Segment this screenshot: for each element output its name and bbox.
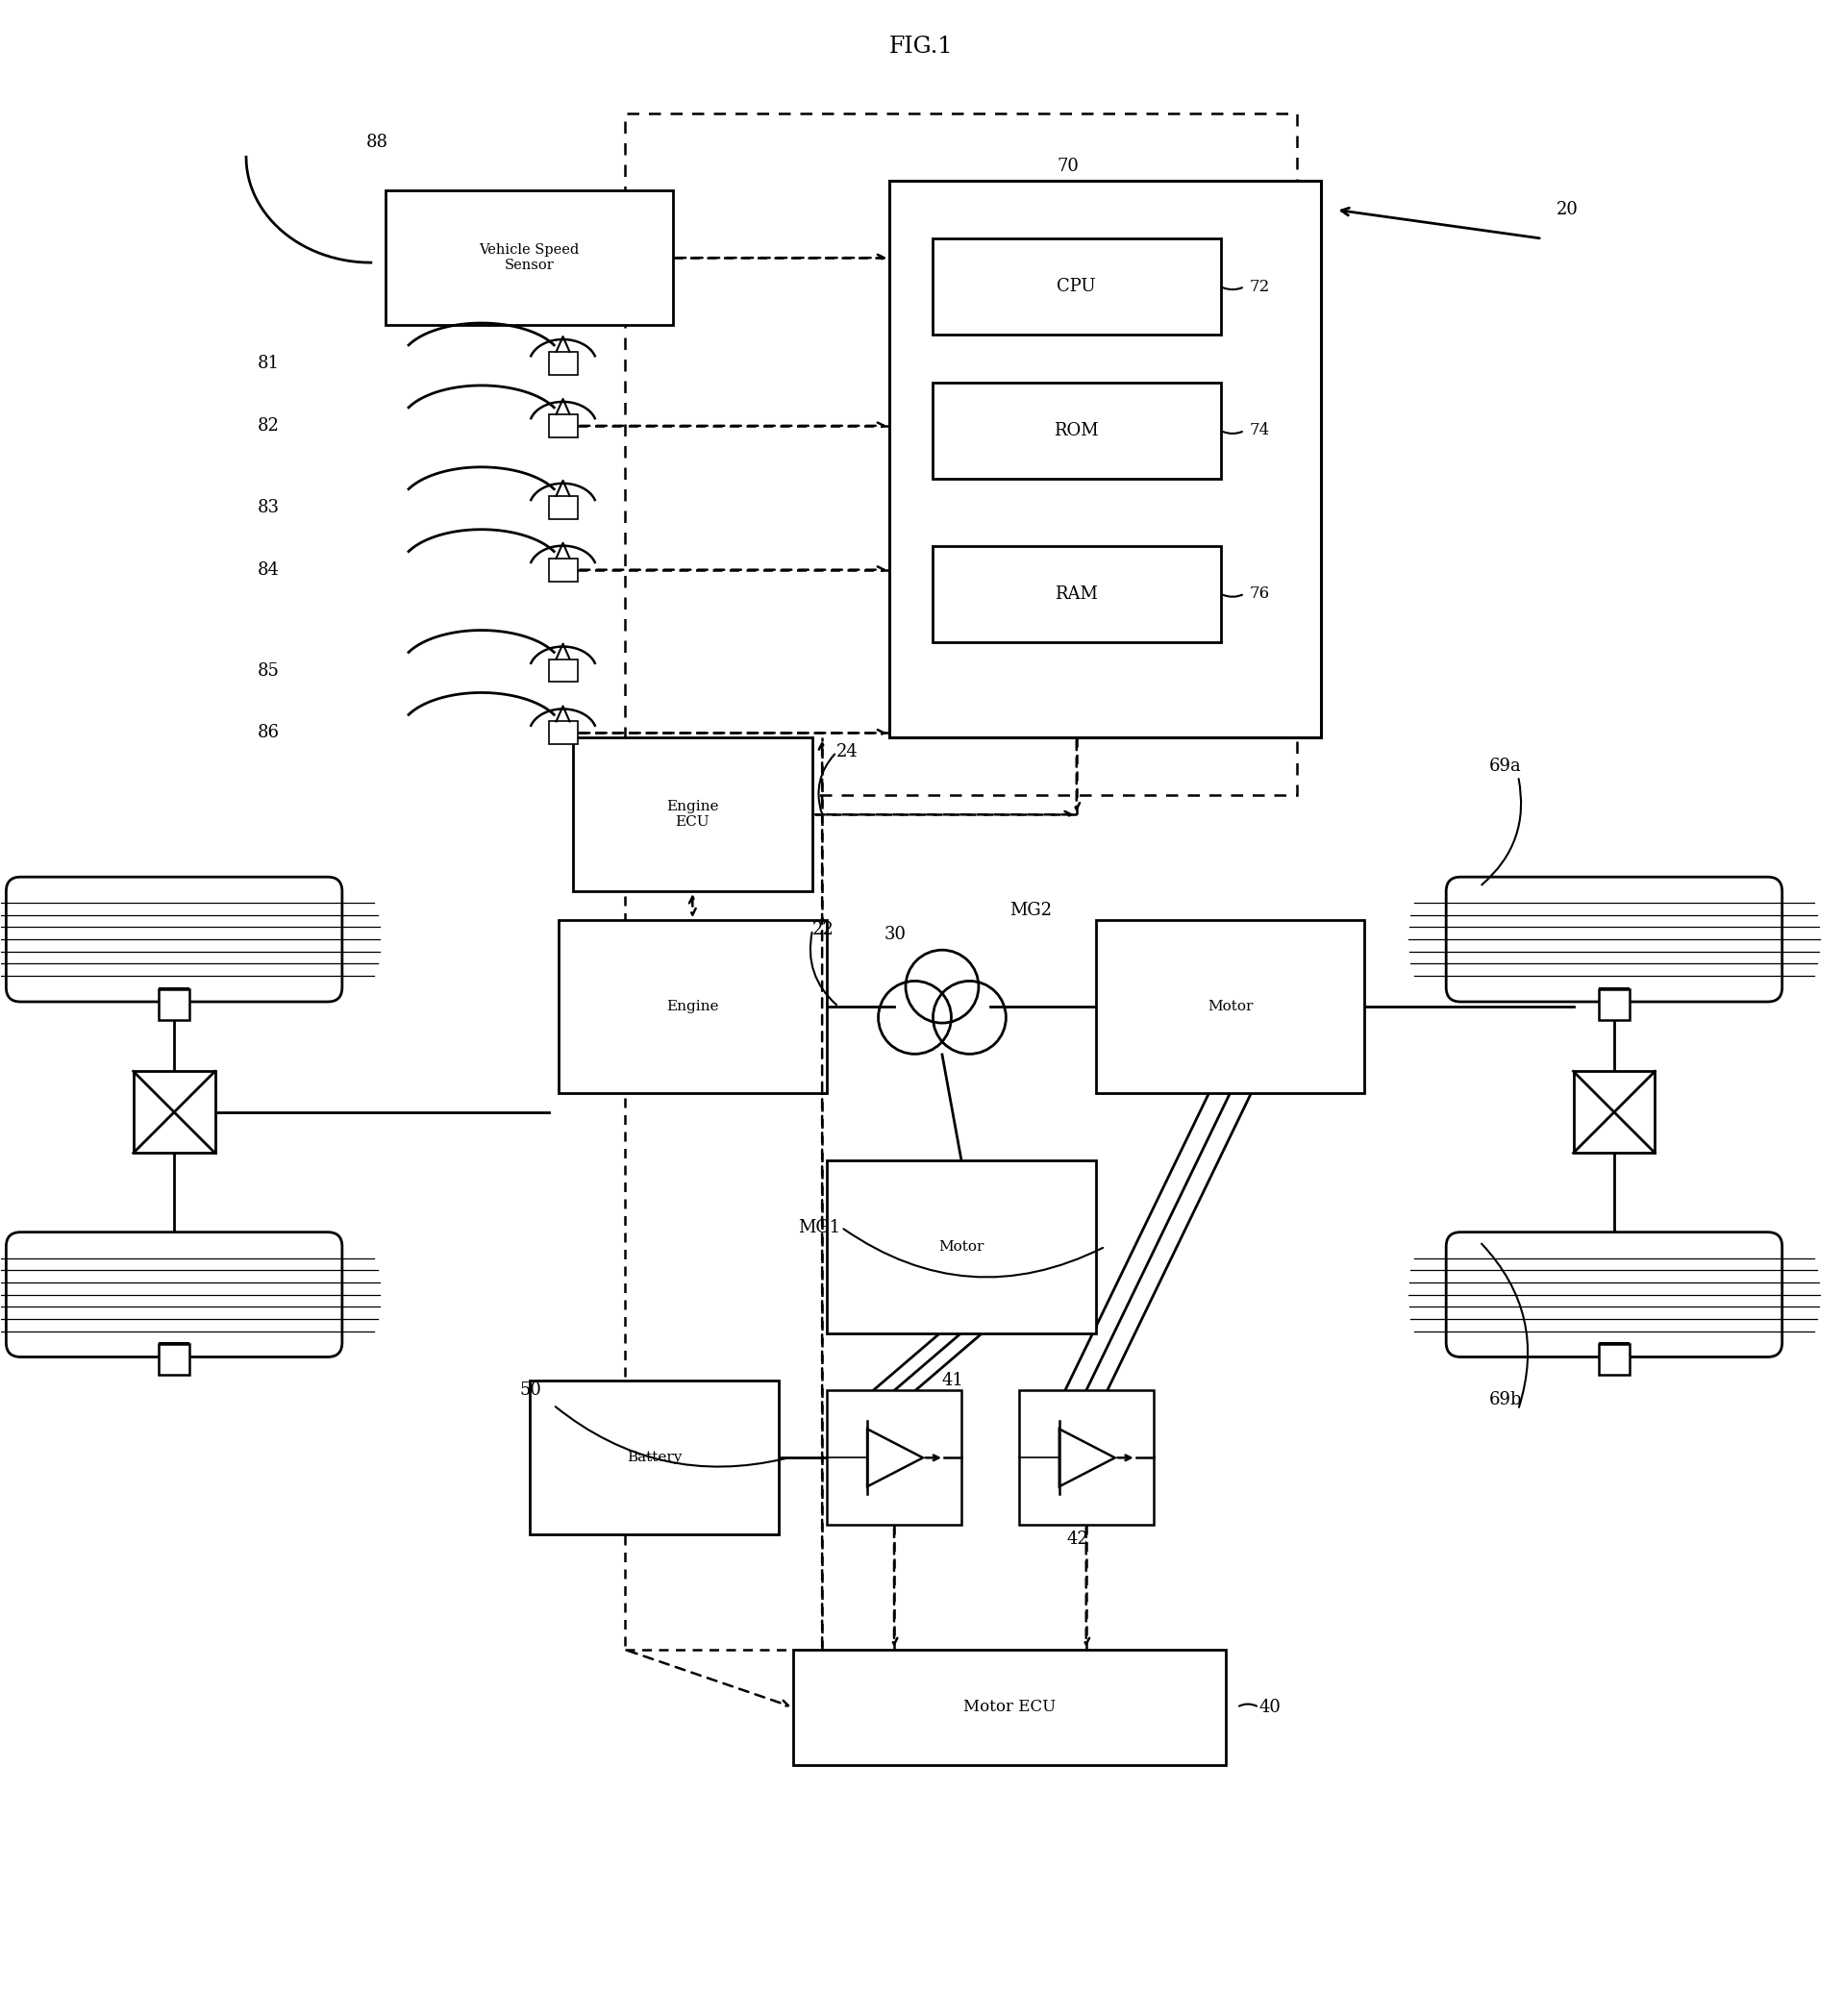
FancyBboxPatch shape [549,353,577,375]
Text: 88: 88 [367,133,389,151]
FancyBboxPatch shape [828,1159,1097,1333]
FancyBboxPatch shape [1447,1232,1782,1357]
Text: 20: 20 [1557,202,1579,218]
Text: 24: 24 [837,744,859,760]
Text: 76: 76 [1250,585,1270,603]
FancyBboxPatch shape [933,546,1220,641]
Text: Engine
ECU: Engine ECU [667,800,719,829]
Text: ROM: ROM [1054,421,1098,439]
FancyBboxPatch shape [1598,990,1629,1020]
FancyBboxPatch shape [1600,1343,1629,1371]
Text: CPU: CPU [1058,278,1097,294]
Text: MG1: MG1 [798,1220,840,1236]
Text: 22: 22 [813,921,835,937]
FancyBboxPatch shape [890,181,1321,738]
FancyBboxPatch shape [549,413,577,437]
Text: 81: 81 [258,355,280,373]
Text: Engine: Engine [667,1000,719,1014]
FancyBboxPatch shape [160,1343,188,1371]
FancyBboxPatch shape [549,558,577,581]
Text: 85: 85 [258,661,280,679]
Text: Motor ECU: Motor ECU [964,1699,1056,1716]
FancyBboxPatch shape [158,1345,190,1375]
Text: 84: 84 [258,560,280,579]
Text: Battery: Battery [627,1452,682,1464]
FancyBboxPatch shape [573,738,813,891]
Text: Motor: Motor [1207,1000,1253,1014]
FancyBboxPatch shape [792,1649,1226,1764]
Text: 83: 83 [258,498,280,516]
Text: 41: 41 [942,1373,964,1389]
FancyBboxPatch shape [160,988,188,1016]
FancyBboxPatch shape [133,1070,216,1153]
FancyBboxPatch shape [558,919,828,1093]
FancyBboxPatch shape [933,383,1220,478]
Text: FIG.1: FIG.1 [888,36,953,58]
Text: 40: 40 [1259,1699,1281,1716]
Text: Motor: Motor [938,1240,984,1254]
FancyBboxPatch shape [1574,1070,1655,1153]
Text: 30: 30 [885,925,907,943]
FancyBboxPatch shape [529,1381,780,1534]
Text: 69b: 69b [1489,1391,1522,1409]
FancyBboxPatch shape [828,1391,962,1524]
Text: 42: 42 [1067,1530,1089,1548]
FancyBboxPatch shape [6,877,343,1002]
FancyBboxPatch shape [549,496,577,518]
FancyBboxPatch shape [1598,1345,1629,1375]
FancyBboxPatch shape [1600,988,1629,1016]
Text: 69a: 69a [1489,758,1522,776]
FancyBboxPatch shape [549,659,577,681]
FancyBboxPatch shape [549,722,577,744]
FancyBboxPatch shape [1447,877,1782,1002]
FancyBboxPatch shape [385,192,673,325]
Text: Vehicle Speed
Sensor: Vehicle Speed Sensor [479,244,579,272]
FancyBboxPatch shape [1097,919,1364,1093]
Text: 72: 72 [1250,278,1270,294]
FancyBboxPatch shape [1019,1391,1154,1524]
Text: 70: 70 [1058,157,1080,175]
Text: MG2: MG2 [1010,901,1052,919]
Text: RAM: RAM [1054,585,1098,603]
Text: 82: 82 [258,417,280,433]
FancyBboxPatch shape [6,1232,343,1357]
Text: 50: 50 [520,1381,542,1399]
Text: 74: 74 [1250,423,1270,439]
Text: 86: 86 [258,724,280,742]
FancyBboxPatch shape [933,238,1220,335]
FancyBboxPatch shape [158,990,190,1020]
